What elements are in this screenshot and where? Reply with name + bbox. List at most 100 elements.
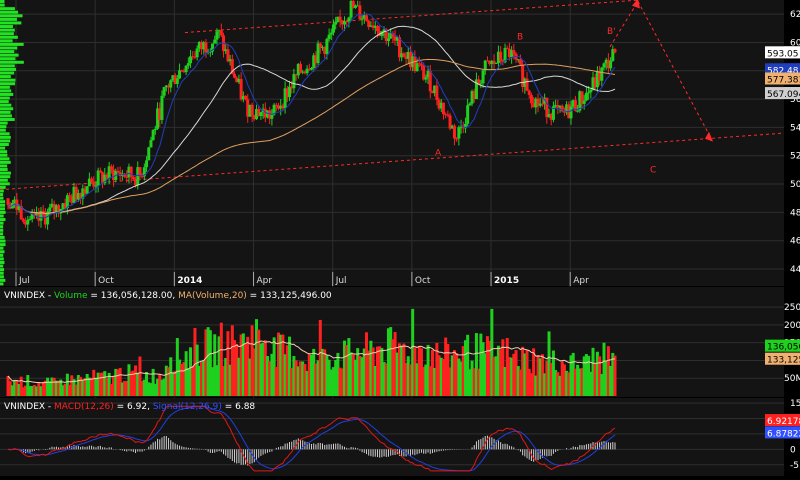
candle-body bbox=[191, 56, 195, 58]
candle-body bbox=[477, 79, 481, 84]
candle-body bbox=[63, 203, 67, 209]
volume-profile-bar bbox=[0, 143, 9, 146]
candle-body bbox=[347, 17, 351, 22]
ma-mid-value-box-label: 577.381 bbox=[767, 76, 800, 86]
volume-bar bbox=[63, 383, 67, 396]
volume-bar bbox=[101, 372, 105, 396]
volume-bar bbox=[604, 361, 608, 396]
candle-body bbox=[483, 60, 487, 71]
macd-last-values: 6.92178 6.87822 bbox=[765, 414, 800, 439]
volume-bar bbox=[307, 353, 311, 396]
volume-profile-bar bbox=[0, 221, 4, 225]
candle-body bbox=[444, 114, 448, 116]
volume-profile-bar bbox=[0, 53, 19, 57]
candle-body bbox=[329, 32, 333, 35]
candle-body bbox=[283, 88, 287, 109]
candle-body bbox=[439, 102, 443, 109]
volume-bar bbox=[437, 355, 441, 396]
volume-bar bbox=[448, 367, 452, 396]
volume-profile-bar bbox=[0, 135, 11, 139]
candle-body bbox=[138, 167, 142, 177]
candle-body bbox=[158, 108, 162, 120]
volume-bar bbox=[459, 361, 463, 396]
candle-body bbox=[246, 99, 250, 117]
volume-bar bbox=[50, 377, 54, 396]
candle-body bbox=[272, 104, 276, 115]
candle-body bbox=[171, 75, 175, 81]
volume-value-box-box bbox=[765, 339, 800, 352]
volume-bar bbox=[534, 375, 538, 396]
candle-body bbox=[510, 50, 514, 58]
volume-bar bbox=[167, 367, 171, 396]
volume-bar bbox=[501, 339, 505, 396]
candle-body bbox=[153, 128, 157, 131]
candle-body bbox=[466, 105, 470, 124]
volume-bar bbox=[457, 358, 461, 396]
volume-bar bbox=[422, 367, 426, 396]
volume-profile-bar bbox=[0, 28, 15, 32]
price-y-tick-label: 600 bbox=[790, 38, 800, 48]
volume-bar bbox=[334, 360, 338, 396]
candle-body bbox=[589, 89, 593, 93]
volume-bar bbox=[450, 355, 454, 396]
volume-bar bbox=[578, 368, 582, 396]
candle-body bbox=[131, 176, 135, 180]
candle-body bbox=[364, 15, 368, 21]
candle-body bbox=[54, 205, 58, 213]
volume-profile-bar bbox=[0, 225, 4, 229]
volume-bar bbox=[587, 355, 591, 396]
volume-bar bbox=[182, 362, 186, 396]
ma-short-value-box: 582.48 bbox=[765, 63, 800, 76]
volume-profile-bar bbox=[0, 25, 13, 29]
volume-profile-bar bbox=[0, 264, 4, 268]
candle-body bbox=[70, 196, 74, 203]
volume-bar bbox=[538, 358, 542, 396]
volume-bar bbox=[226, 331, 230, 396]
candle-body bbox=[169, 80, 173, 88]
candle-body bbox=[389, 33, 393, 39]
candle-body bbox=[545, 97, 549, 118]
volume-bar bbox=[255, 319, 259, 396]
volume-bar bbox=[364, 332, 368, 396]
volume-bar bbox=[169, 357, 173, 396]
candle-body bbox=[318, 43, 322, 48]
volume-bar bbox=[606, 346, 610, 396]
volume-bar bbox=[197, 365, 201, 396]
volume-ma-value-box: 133,125,4 bbox=[765, 352, 800, 366]
x-tick-label: Apr bbox=[573, 276, 589, 286]
candle-body bbox=[230, 59, 234, 74]
volume-bar bbox=[202, 360, 206, 396]
volume-bar bbox=[428, 366, 432, 396]
candle-body bbox=[609, 60, 613, 69]
volume-bar bbox=[175, 338, 179, 396]
volume-bar bbox=[316, 360, 320, 396]
volume-bar bbox=[558, 375, 562, 396]
candle-body bbox=[613, 49, 617, 53]
candle-body bbox=[327, 34, 331, 40]
volume-bar bbox=[369, 340, 373, 396]
volume-profile-bar bbox=[0, 153, 8, 157]
volume-bar bbox=[237, 357, 241, 396]
candle-body bbox=[356, 5, 360, 7]
volume-bar bbox=[441, 358, 445, 396]
volume-bar bbox=[233, 340, 237, 396]
volume-profile-bar bbox=[0, 185, 6, 189]
volume-bar bbox=[116, 369, 120, 396]
volume-bar bbox=[382, 362, 386, 396]
candle-body bbox=[457, 127, 461, 139]
volume-bar bbox=[485, 336, 489, 396]
candle-body bbox=[463, 123, 467, 129]
candle-body bbox=[215, 31, 219, 40]
volume-profile-bar bbox=[0, 82, 16, 86]
volume-bar bbox=[580, 368, 584, 396]
ma-mid-value-box: 577.381 bbox=[765, 72, 800, 86]
candle-body bbox=[604, 59, 608, 64]
volume-bar bbox=[211, 367, 215, 396]
volume-bar bbox=[591, 347, 595, 396]
volume-bar bbox=[70, 375, 74, 396]
candle-body bbox=[441, 102, 445, 115]
volume-profile-bar bbox=[0, 21, 22, 25]
candle-body bbox=[424, 77, 428, 80]
volume-profile-bar bbox=[0, 275, 4, 279]
volume-bar bbox=[259, 343, 263, 396]
